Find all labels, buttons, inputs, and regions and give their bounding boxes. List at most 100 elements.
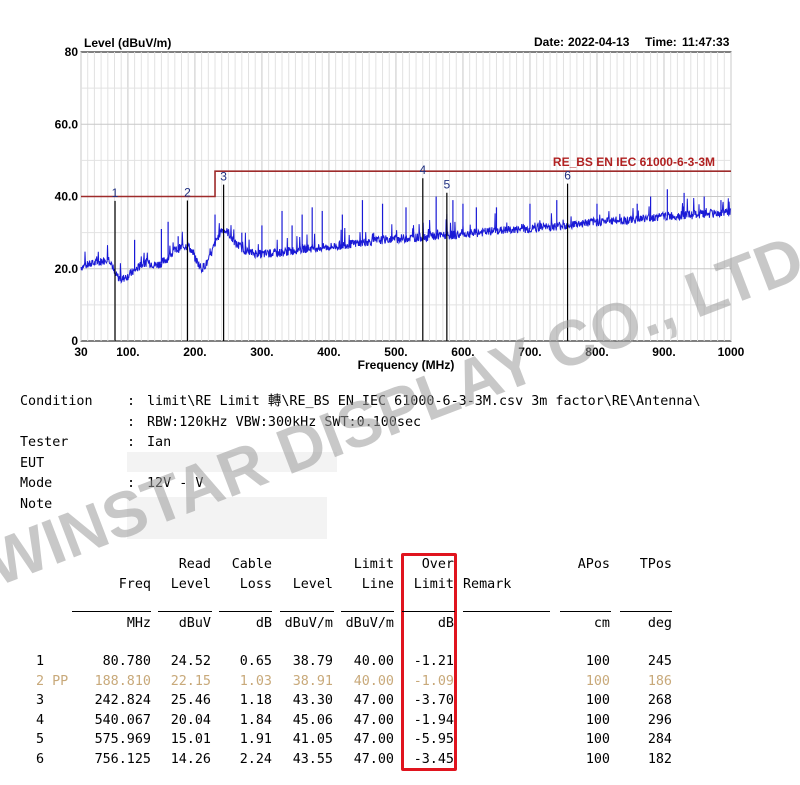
- table-cell: 38.91: [292, 673, 333, 689]
- condition-value: RBW:120kHz VBW:300kHz SWT:0.100sec: [147, 414, 422, 430]
- column-header: Read: [178, 557, 211, 572]
- trace-line: [80, 197, 732, 284]
- table-cell: 100: [585, 732, 610, 748]
- table-cell: 47.00: [353, 752, 394, 767]
- column-unit: cm: [593, 616, 610, 631]
- header-underline: [402, 611, 455, 612]
- header-underline: [72, 611, 151, 612]
- table-cell: -1.21: [413, 654, 454, 669]
- header-underline: [620, 611, 672, 612]
- header-underline: [341, 611, 394, 612]
- axis-ticks: 30 100. 200. 300. 400. 500. 600. 700. 800. 900. 10…: [55, 45, 745, 359]
- table-cell: 100: [585, 673, 610, 689]
- table-cell: 15.01: [170, 732, 211, 748]
- column-header: Line: [361, 577, 394, 592]
- table-cell: 188.810: [94, 673, 151, 689]
- table-cell: 0.65: [239, 654, 272, 669]
- table-cell: -1.09: [413, 673, 454, 689]
- column-header: Over: [421, 557, 454, 572]
- table-cell: 40.00: [353, 654, 394, 669]
- x-tick-label: 400.: [317, 345, 340, 359]
- condition-row: Mode:12V - V: [20, 474, 800, 495]
- note-value-box: [127, 497, 327, 539]
- condition-label: Note: [20, 496, 53, 512]
- limit-name-label: RE_BS EN IEC 61000-6-3-3M: [553, 155, 715, 169]
- x-tick-label: 200.: [183, 345, 206, 359]
- condition-label: Condition: [20, 394, 93, 409]
- y-tick-label: 60.0: [55, 117, 79, 131]
- table-cell: 47.00: [353, 732, 394, 748]
- column-unit: MHz: [126, 616, 151, 631]
- table-cell: 100: [585, 693, 610, 709]
- y-tick-label: 80: [65, 45, 79, 59]
- x-tick-label: 600.: [451, 345, 474, 359]
- table-cell: 38.79: [292, 654, 333, 669]
- column-unit: dBuV/m: [345, 616, 394, 631]
- table-cell: 22.15: [170, 673, 211, 689]
- table-cell: 540.067: [94, 712, 151, 728]
- column-unit: dB: [255, 616, 272, 631]
- date-value: 2022-04-13: [568, 35, 630, 49]
- grid-lines: [80, 52, 732, 341]
- condition-block: Condition: limit\RE Limit 轉\RE_BS EN IEC …: [20, 392, 800, 536]
- condition-colon: :: [127, 414, 136, 430]
- table-cell: 45.06: [292, 712, 333, 728]
- table-cell: 43.30: [292, 693, 333, 709]
- table-cell: 284: [647, 732, 672, 748]
- table-cell: 40.00: [353, 673, 394, 689]
- table-cell: 245: [647, 654, 672, 669]
- column-header: Level: [170, 577, 211, 592]
- header-underline: [158, 611, 212, 612]
- y-tick-label: 20.0: [55, 262, 79, 276]
- column-header: Limit: [413, 577, 454, 592]
- limit-polyline: [81, 170, 731, 198]
- column-header: Freq: [118, 577, 151, 592]
- column-unit: deg: [647, 616, 672, 631]
- table-cell: 186: [647, 673, 672, 689]
- table-cell: 14.26: [170, 752, 211, 767]
- header-underline: [280, 611, 334, 612]
- marker-label: 2: [184, 185, 191, 199]
- column-header: APos: [577, 557, 610, 572]
- x-axis-label: Frequency (MHz): [358, 358, 455, 372]
- limit-line: [81, 170, 731, 198]
- table-cell: -3.45: [413, 752, 454, 767]
- table-cell: -1.94: [413, 712, 454, 728]
- table-cell: 1.03: [239, 673, 272, 689]
- table-cell: 268: [647, 693, 672, 709]
- table-cell: 2 PP: [36, 673, 69, 689]
- table-cell: 575.969: [94, 732, 151, 748]
- table-cell: 47.00: [353, 712, 394, 728]
- time-label: Time:: [645, 35, 677, 49]
- condition-value: 12V - V: [147, 476, 204, 491]
- table-cell: 1.18: [239, 693, 272, 709]
- table-cell: 3: [36, 693, 45, 709]
- condition-row: Tester: Ian: [20, 433, 800, 454]
- table-cell: 242.824: [94, 693, 151, 709]
- condition-colon: :: [127, 435, 136, 450]
- condition-label: Tester: [20, 435, 69, 450]
- header-underline: [463, 611, 550, 612]
- x-tick-label: 700.: [518, 345, 541, 359]
- table-cell: 47.00: [353, 693, 394, 709]
- marker-label: 4: [419, 163, 426, 177]
- table-cell: 24.52: [170, 654, 211, 669]
- column-header: Limit: [353, 557, 394, 572]
- peak-markers: 1 2 3 4 5 6: [112, 163, 571, 341]
- condition-colon: :: [127, 476, 136, 491]
- table-cell: 2.24: [239, 752, 272, 767]
- header-underline: [219, 611, 272, 612]
- header-underline: [560, 611, 611, 612]
- condition-row: Condition: limit\RE Limit 轉\RE_BS EN IEC …: [20, 392, 800, 413]
- condition-row: : RBW:120kHz VBW:300kHz SWT:0.100sec: [20, 413, 800, 434]
- condition-label: Mode: [20, 476, 53, 491]
- x-tick-label: 30: [74, 345, 88, 359]
- condition-colon: :: [127, 394, 136, 409]
- table-cell: 1: [36, 654, 45, 669]
- table-cell: 100: [585, 712, 610, 728]
- marker-label: 3: [220, 170, 227, 184]
- table-cell: 20.04: [170, 712, 211, 728]
- table-cell: 41.05: [292, 732, 333, 748]
- column-unit: dBuV: [178, 616, 211, 631]
- column-header: TPos: [639, 557, 672, 572]
